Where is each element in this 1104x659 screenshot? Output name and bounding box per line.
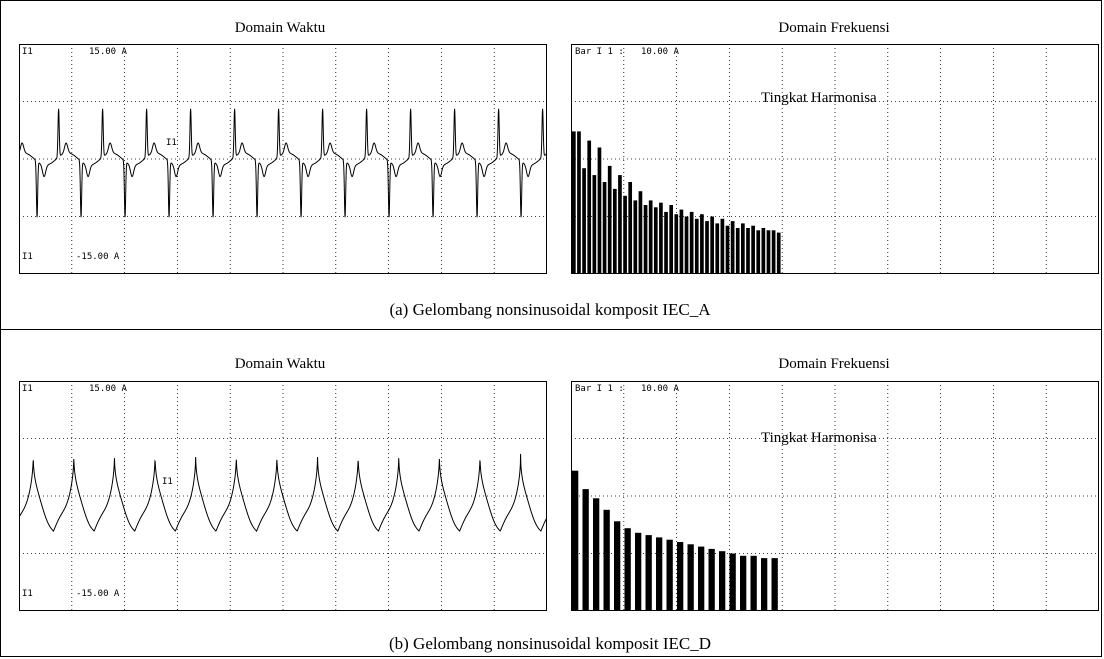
freq-domain-plot-a: Bar I 1 : 10.00 A Tingkat Harmonisa <box>571 44 1099 274</box>
harmonic-bar <box>725 225 730 274</box>
harmonic-bar <box>618 175 622 274</box>
harmonic-bar <box>593 498 600 611</box>
harmonic-bar <box>664 211 668 274</box>
harmonic-bar <box>582 489 589 611</box>
harmonic-bar <box>766 230 771 274</box>
harmonic-bar <box>771 558 778 611</box>
harmonic-bar <box>689 211 694 274</box>
harmonic-bar <box>592 175 597 274</box>
harmonic-bar <box>614 521 621 611</box>
harmonic-level-annotation: Tingkat Harmonisa <box>761 90 877 106</box>
harmonic-bar <box>674 214 679 274</box>
harmonic-bar <box>659 202 663 274</box>
harmonic-bar <box>730 221 735 274</box>
freq-top-scale-label: 10.00 A <box>641 384 680 394</box>
time-domain-plot-a: I1 15.00 A I1 -15.00 A I1 <box>19 44 547 274</box>
freq-domain-title-b: Domain Frekuensi <box>778 356 890 372</box>
harmonic-bar <box>715 223 720 274</box>
caption-b: (b) Gelombang nonsinusoidal komposit IEC… <box>388 634 712 653</box>
harmonic-bar <box>735 228 740 274</box>
harmonic-bar <box>572 131 576 274</box>
harmonic-bar <box>684 216 689 274</box>
freq-top-scale-label: 10.00 A <box>641 47 680 57</box>
time-domain-title-b: Domain Waktu <box>234 356 326 372</box>
harmonic-bar <box>746 228 750 274</box>
harmonic-bar <box>628 182 633 274</box>
harmonic-bar <box>708 548 715 611</box>
harmonic-bar <box>645 535 652 611</box>
harmonic-bar <box>740 555 747 611</box>
harmonic-bar <box>624 528 631 611</box>
harmonic-bar <box>623 195 627 274</box>
harmonic-bar <box>679 209 684 274</box>
caption-a: (a) Gelombang nonsinusoidal komposit IEC… <box>389 300 711 319</box>
harmonic-bar <box>700 214 704 274</box>
harmonic-bar <box>653 207 658 274</box>
freq-domain-title-a: Domain Frekuensi <box>778 20 890 36</box>
harmonic-bar <box>719 551 726 611</box>
time-top-scale-label: 15.00 A <box>89 384 128 394</box>
harmonic-bar <box>698 546 705 611</box>
harmonic-bar <box>643 205 648 274</box>
time-bottom-channel-label: I1 <box>22 252 33 262</box>
harmonic-bar <box>666 539 673 611</box>
harmonic-bar <box>751 225 755 274</box>
trace-label: I1 <box>166 138 177 148</box>
harmonic-bar <box>705 221 709 274</box>
harmonic-bar <box>587 140 592 274</box>
harmonic-bar <box>741 223 745 274</box>
harmonic-bar <box>633 200 638 274</box>
freq-top-channel-label: Bar I 1 : <box>575 47 624 57</box>
time-bottom-scale-label: -15.00 A <box>76 589 120 599</box>
time-domain-title-a: Domain Waktu <box>234 20 326 36</box>
harmonic-bar <box>687 544 694 611</box>
harmonic-level-annotation: Tingkat Harmonisa <box>761 430 877 446</box>
harmonic-bar <box>720 218 725 274</box>
harmonic-bar <box>771 230 776 274</box>
time-top-scale-label: 15.00 A <box>89 47 128 57</box>
harmonic-bar <box>656 537 663 611</box>
waveform-line <box>19 108 547 218</box>
harmonic-bar <box>729 553 736 611</box>
harmonic-bar <box>582 168 586 274</box>
harmonic-bar <box>694 218 699 274</box>
harmonic-bar <box>669 205 674 274</box>
harmonic-bar <box>635 532 642 611</box>
time-domain-plot-b: I1 15.00 A I1 -15.00 A I1 <box>19 381 547 611</box>
harmonic-bar <box>750 555 757 611</box>
time-bottom-channel-label: I1 <box>22 589 33 599</box>
harmonic-bar <box>612 188 617 274</box>
harmonic-bar <box>761 558 768 611</box>
time-top-channel-label: I1 <box>22 47 33 57</box>
harmonic-bar <box>597 147 602 274</box>
harmonic-bar <box>677 542 684 611</box>
harmonic-bar <box>572 470 579 611</box>
time-bottom-scale-label: -15.00 A <box>76 252 120 262</box>
harmonic-bar <box>710 216 714 274</box>
harmonic-bar <box>607 165 612 274</box>
harmonic-bar <box>776 232 781 274</box>
panel-separator <box>1 329 1101 330</box>
harmonic-bar <box>602 182 607 274</box>
harmonic-bar <box>756 230 761 274</box>
harmonic-bar <box>648 200 653 274</box>
time-top-channel-label: I1 <box>22 384 33 394</box>
harmonic-bar <box>603 509 610 611</box>
harmonic-bar <box>761 228 766 274</box>
waveform-line <box>19 453 547 532</box>
freq-domain-plot-b: Bar I 1 : 10.00 A Tingkat Harmonisa <box>571 381 1099 611</box>
harmonic-bar <box>577 131 581 274</box>
trace-label: I1 <box>162 477 173 487</box>
harmonic-bar <box>638 191 643 274</box>
freq-top-channel-label: Bar I 1 : <box>575 384 624 394</box>
